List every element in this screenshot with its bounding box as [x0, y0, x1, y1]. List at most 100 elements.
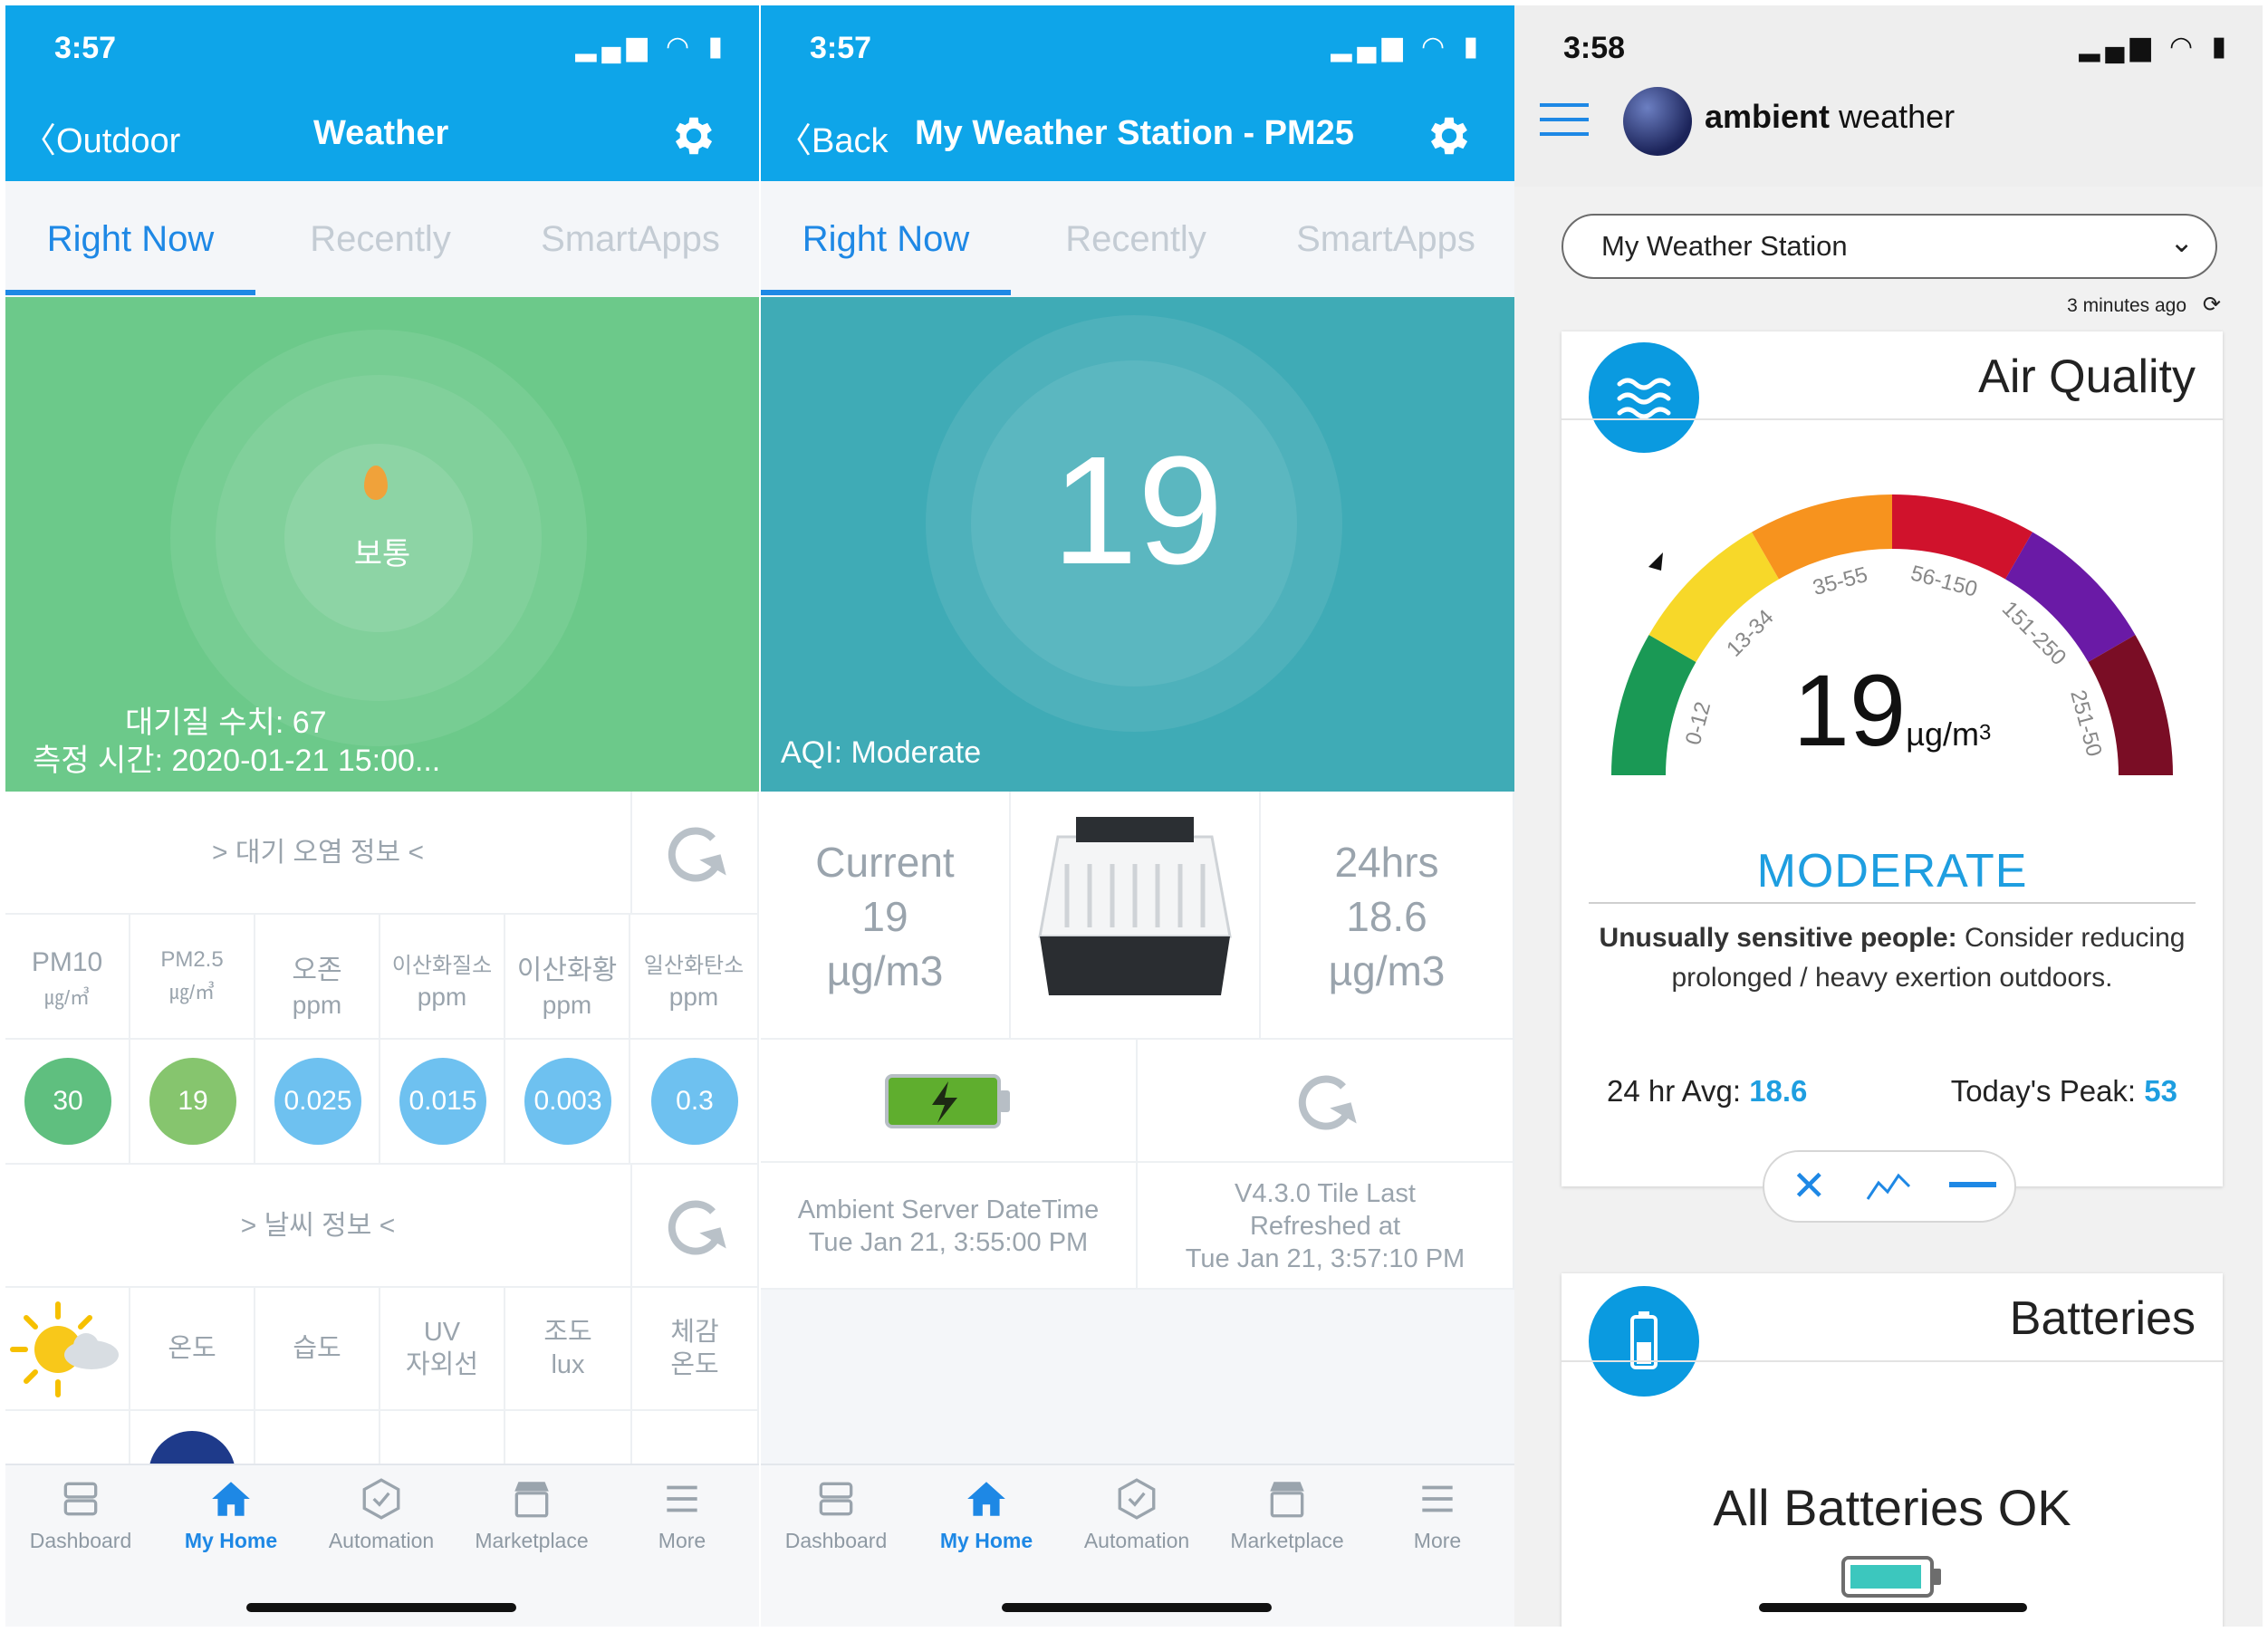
today-peak-value: 53: [2144, 1074, 2177, 1108]
gauge-segment-very-unhealthy: [2005, 532, 2136, 662]
back-label: Back: [812, 122, 889, 160]
gauge-range-label: 35-55: [1811, 562, 1870, 600]
brand-light: weather: [1839, 98, 1956, 135]
server-time-label: Ambient Server DateTime: [797, 1195, 1100, 1224]
nav-dashboard-label: Dashboard: [29, 1529, 132, 1552]
active-tab-indicator: [761, 290, 1011, 295]
weather-value-cell: [130, 1411, 255, 1465]
tab-recently[interactable]: Recently: [310, 219, 451, 259]
gear-icon[interactable]: [668, 110, 719, 161]
tab-smartapps[interactable]: SmartApps: [541, 219, 720, 259]
status-time: 3:57: [810, 31, 872, 65]
tab-bar: Right Now Recently SmartApps: [761, 181, 1514, 299]
nav-my-home[interactable]: My Home: [911, 1476, 1062, 1553]
back-button[interactable]: 〈Outdoor: [22, 112, 180, 162]
pollutant-name: 이산화질소: [391, 954, 493, 978]
battery-icon: [1630, 1311, 1658, 1369]
tab-right-now[interactable]: Right Now: [46, 219, 215, 259]
tab-recently[interactable]: Recently: [1065, 219, 1206, 259]
hero-ring-outer: [170, 330, 587, 746]
navigation-bar: 〈Back My Weather Station - PM25: [761, 92, 1514, 181]
nav-my-home-label: My Home: [184, 1529, 278, 1552]
advice-text: Consider reducing prolonged / heavy exer…: [1671, 923, 2186, 993]
avg-24hrs-label: 24hrs: [1334, 839, 1439, 886]
pm25-big-value: 19: [1052, 425, 1224, 597]
pollutant-value-cell: 0.015: [380, 1040, 505, 1165]
today-peak-label: Today's Peak:: [1950, 1074, 2137, 1108]
brand-bold: ambient: [1705, 98, 1831, 135]
nav-more-label: More: [1413, 1529, 1462, 1552]
refreshed-line1: V4.3.0 Tile Last: [1235, 1179, 1416, 1208]
card-divider: [1562, 418, 2223, 420]
refresh-button[interactable]: [1138, 1040, 1514, 1163]
weather-value-cell: [632, 1411, 759, 1465]
hamburger-menu-icon[interactable]: [1540, 101, 1589, 138]
refreshed-at-cell: V4.3.0 Tile Last Refreshed at Tue Jan 21…: [1138, 1163, 1514, 1290]
bottom-navigation: Dashboard My Home Automation Marketplace…: [5, 1464, 759, 1627]
pollutant-name: PM2.5: [160, 947, 224, 972]
nav-automation[interactable]: Automation: [306, 1476, 456, 1553]
gauge-segment-good: [1611, 635, 1696, 775]
measure-time-text: 측정 시간: 2020-01-21 15:00...: [33, 744, 441, 778]
gauge-segment-unhealthy: [1892, 494, 2033, 580]
nav-marketplace[interactable]: Marketplace: [1212, 1476, 1362, 1553]
current-value: 19: [861, 893, 908, 940]
nav-my-home-label: My Home: [939, 1529, 1033, 1552]
station-select[interactable]: My Weather Station ⌄: [1562, 214, 2217, 279]
card-divider: [1562, 1360, 2223, 1362]
nav-dashboard-label: Dashboard: [784, 1529, 888, 1552]
refresh-icon[interactable]: ⟳: [2202, 293, 2221, 317]
nav-my-home[interactable]: My Home: [156, 1476, 306, 1553]
menu-icon: [1422, 1485, 1453, 1512]
automation-icon: [362, 1478, 400, 1520]
home-icon: [212, 1482, 250, 1516]
chart-icon[interactable]: [1866, 1168, 1911, 1205]
gauge-unit-superscript: 3: [1978, 720, 1992, 745]
pollutant-unit: ppm: [668, 983, 719, 1011]
avg-24hr: 24 hr Avg: 18.6: [1607, 1074, 1807, 1109]
pollutant-name: PM10: [31, 947, 103, 977]
tab-right-now[interactable]: Right Now: [802, 219, 970, 259]
chevron-left-icon: 〈: [777, 122, 812, 160]
refresh-weather-button[interactable]: [632, 1165, 759, 1288]
temperature-circle: [149, 1431, 235, 1464]
nav-more[interactable]: More: [1362, 1476, 1513, 1553]
nav-automation-label: Automation: [328, 1529, 435, 1552]
page-title: Weather: [313, 114, 449, 152]
pollutant-name: 이산화황: [516, 955, 618, 985]
refreshed-line3: Tue Jan 21, 3:57:10 PM: [1185, 1244, 1466, 1273]
home-indicator: [1002, 1603, 1272, 1612]
refreshed-line2: Refreshed at: [1249, 1212, 1401, 1241]
pollutant-label-cell: 오존 ppm: [255, 915, 380, 1040]
back-button[interactable]: 〈Back: [777, 112, 889, 162]
bottom-navigation: Dashboard My Home Automation Marketplace…: [761, 1464, 1514, 1627]
nav-dashboard[interactable]: Dashboard: [761, 1476, 911, 1553]
batteries-status: All Batteries OK: [1713, 1479, 2071, 1536]
gauge-reading: 19µg/m3: [1562, 652, 2223, 769]
gear-icon[interactable]: [1424, 110, 1475, 161]
avg-24hrs-unit: µg/m3: [1328, 947, 1446, 994]
tab-smartapps[interactable]: SmartApps: [1296, 219, 1475, 259]
nav-marketplace-label: Marketplace: [475, 1529, 589, 1552]
navigation-bar: 〈Outdoor Weather: [5, 92, 759, 181]
current-unit: µg/m3: [826, 947, 944, 994]
nav-automation[interactable]: Automation: [1062, 1476, 1212, 1553]
chevron-down-icon: ⌄: [2169, 226, 2194, 258]
close-icon[interactable]: ✕: [1792, 1162, 1827, 1209]
pollutant-unit: ppm: [292, 991, 342, 1019]
hero-ring-outer: [926, 315, 1342, 732]
nav-marketplace[interactable]: Marketplace: [456, 1476, 607, 1553]
pollutant-label-cell: 이산화황 ppm: [505, 915, 630, 1040]
nav-dashboard[interactable]: Dashboard: [5, 1476, 156, 1553]
refresh-pollution-button[interactable]: [632, 792, 759, 915]
weather-label-cell: 조도 lux: [505, 1288, 632, 1411]
nav-more[interactable]: More: [607, 1476, 757, 1553]
weather-label-cell: UV 자외선: [380, 1288, 505, 1411]
collapse-icon[interactable]: [1949, 1182, 1996, 1191]
brand-name: ambient weather: [1705, 98, 1955, 136]
aqi-category: MODERATE: [1756, 845, 2028, 898]
air-status-text: 보통: [353, 537, 411, 571]
gauge-unit: µg/m: [1906, 715, 1979, 753]
nav-more-label: More: [658, 1529, 706, 1552]
aqi-gauge: 0-12 13-34 35-55 56-150 151-250 251-50: [1611, 494, 2173, 775]
